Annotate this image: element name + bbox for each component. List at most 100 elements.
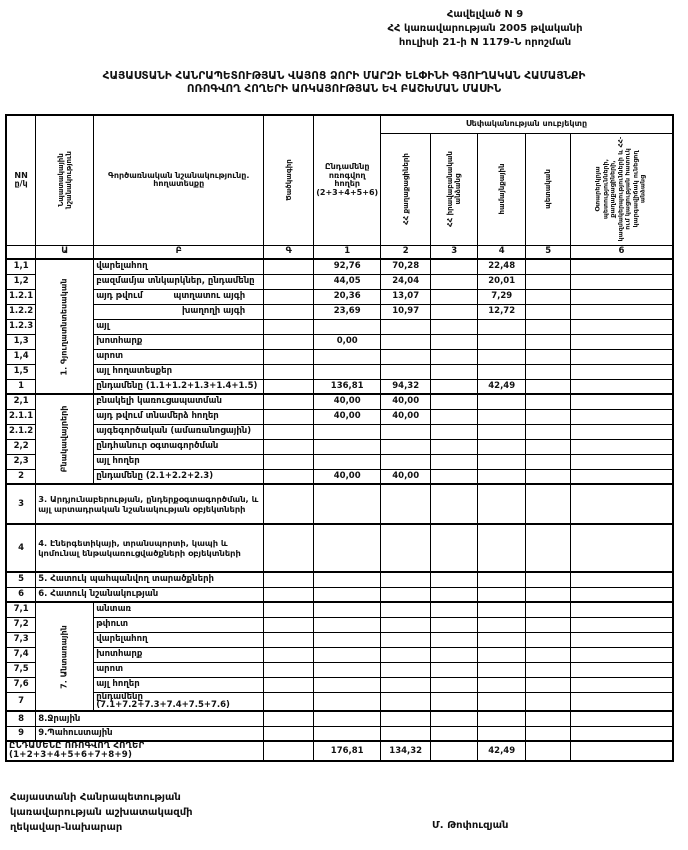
cell-value: 176,81 — [313, 740, 382, 763]
cell-value — [313, 631, 382, 648]
row-label-right: պտղատու այգի — [173, 291, 246, 302]
table-row: 2 ընդամենը (2.1+2.2+2.3) 40,00 40,00 — [5, 468, 674, 485]
cell-value — [380, 676, 432, 693]
row-label: այլ հողեր — [93, 676, 265, 693]
cell-value — [430, 423, 479, 440]
cell-value — [570, 483, 674, 525]
row-code — [263, 631, 315, 648]
cell-value — [430, 303, 479, 320]
cell-value — [570, 453, 674, 470]
row-group-label-text: 7. Անտառային — [59, 624, 69, 689]
row-label: այլ — [93, 318, 265, 335]
letter-cell: 5 — [525, 244, 572, 260]
cell-value — [313, 318, 382, 335]
row-nn: 7,6 — [5, 676, 37, 693]
row-nn: 1,2 — [5, 273, 37, 290]
row-code — [263, 378, 315, 395]
cell-value — [380, 631, 432, 648]
cell-value — [477, 453, 527, 470]
cell-value — [525, 453, 572, 470]
row-label: խոտհարք — [93, 646, 265, 663]
title-line-1: ՀԱՅԱՍՏԱՆԻ ՀԱՆՐԱՊԵՏՈՒԹՅԱՆ ՎԱՅՈՑ ՁՈՐԻ ՄԱՐԶ… — [102, 70, 586, 82]
cell-value — [430, 601, 479, 618]
cell-value — [570, 631, 674, 648]
cell-value — [570, 586, 674, 603]
cell-value — [313, 348, 382, 365]
cell-value — [477, 631, 527, 648]
cell-value — [525, 740, 572, 763]
cell-value — [380, 363, 432, 380]
cell-value — [430, 631, 479, 648]
cell-value — [525, 725, 572, 742]
cell-value — [477, 438, 527, 455]
row-code — [263, 740, 315, 763]
header-row-group: NN ը/կ Նպատակային նշանակություն Գործառնա… — [5, 114, 674, 246]
cell-value — [525, 646, 572, 663]
row-code — [263, 453, 315, 470]
cell-value — [477, 333, 527, 350]
grand-total-label: ԸՆԴԱՄԵՆԸ ՈՌՈԳՎՈՂ ՀՈՂԵՐ (1+2+3+4+5+6+7+8+… — [5, 740, 265, 763]
cell-value — [525, 333, 572, 350]
row-group-label-text: 1. Գյուղատնտեսական — [59, 278, 69, 375]
cell-value — [570, 258, 674, 275]
row-code — [263, 363, 315, 380]
row-nn: 7,1 — [5, 601, 37, 618]
cell-value — [477, 523, 527, 573]
cell-value — [570, 691, 674, 712]
row-label-left: այդ թվում — [96, 291, 143, 302]
col-header-code: Ծածկագիր — [263, 114, 315, 246]
cell-value: 7,29 — [477, 288, 527, 305]
row-code — [263, 646, 315, 663]
cell-value — [570, 646, 674, 663]
cell-value — [525, 303, 572, 320]
row-label: ընդամենը (2.1+2.2+2.3) — [93, 468, 265, 485]
cell-value — [477, 483, 527, 525]
cell-value — [430, 523, 479, 573]
cell-value — [313, 616, 382, 633]
letter-cell: 2 — [380, 244, 432, 260]
row-nn: 2.1.2 — [5, 423, 37, 440]
cell-value: 70,28 — [380, 258, 432, 275]
header-row-main: ՀՀ քաղաքացիների ՀՀ իրավաբանական անձանց հ… — [6, 132, 674, 246]
cell-value — [313, 453, 382, 470]
row-label-split: խաղողի այգի — [96, 307, 261, 316]
row-nn: 1.2.3 — [5, 318, 37, 335]
row-code — [263, 258, 315, 275]
row-nn: 1,3 — [5, 333, 37, 350]
table-row: 1.2.2 խաղողի այգի 23,69 10,97 12,72 — [5, 303, 674, 320]
cell-value — [430, 348, 479, 365]
land-table: NN ը/կ Նպատակային նշանակություն Գործառնա… — [5, 114, 674, 763]
row-code — [263, 303, 315, 320]
grand-total-row: ԸՆԴԱՄԵՆԸ ՈՌՈԳՎՈՂ ՀՈՂԵՐ (1+2+3+4+5+6+7+8+… — [5, 740, 674, 763]
table-row: 7,4 խոտհարք — [5, 646, 674, 663]
table-row: 1,4 արոտ — [5, 348, 674, 365]
col-header-purpose: Նպատակային նշանակություն — [35, 114, 95, 246]
cell-value — [525, 318, 572, 335]
col-header-nn: NN ը/կ — [5, 114, 37, 246]
row-code — [263, 601, 315, 618]
footer-office-block: Հայաստանի Հանրապետության կառավարության ա… — [10, 790, 193, 835]
row-nn: 2,3 — [5, 453, 37, 470]
row-label: այգեգործական (ամառանոցային) — [93, 423, 265, 440]
cell-value — [525, 616, 572, 633]
row-nn: 9 — [5, 725, 37, 742]
table-row: 2,2 ընդհանուր օգտագործման — [5, 438, 674, 455]
cell-value: 40,00 — [313, 408, 382, 425]
cell-value — [380, 661, 432, 678]
cell-value — [525, 348, 572, 365]
cell-value — [570, 408, 674, 425]
cell-value — [477, 423, 527, 440]
cell-value — [477, 571, 527, 588]
letter-cell: 4 — [477, 244, 527, 260]
appendix-line: ՀՀ կառավարության 2005 թվականի — [387, 23, 583, 34]
cell-value — [430, 438, 479, 455]
row-label: ընդհանուր օգտագործման — [93, 438, 265, 455]
table-row: 7,3 վարելահող — [5, 631, 674, 648]
cell-value — [380, 523, 432, 573]
table-row: 2.1.1 այդ թվում տնամերձ հողեր 40,00 40,00 — [5, 408, 674, 425]
col-header-community: համայնքային — [477, 132, 527, 246]
row-label: այլ հողեր — [93, 453, 265, 470]
cell-value — [380, 333, 432, 350]
row-label: խոտհարք — [93, 333, 265, 350]
cell-value — [525, 661, 572, 678]
